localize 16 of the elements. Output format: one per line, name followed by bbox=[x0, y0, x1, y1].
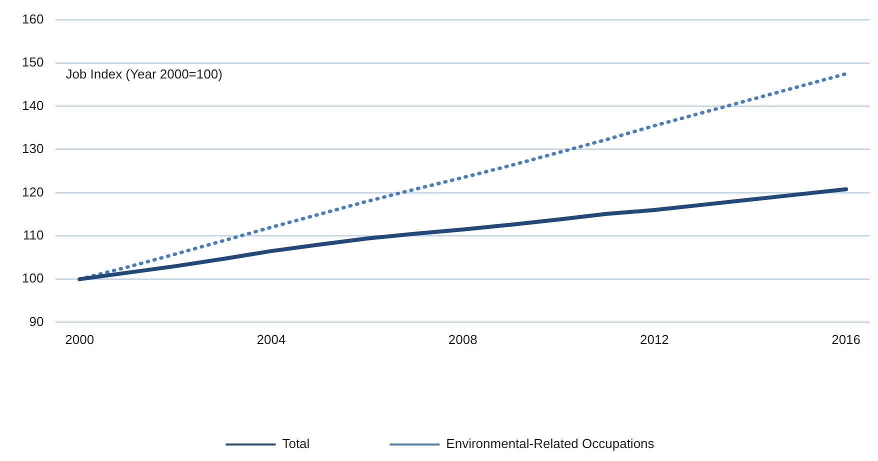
y-tick-label: 100 bbox=[22, 270, 44, 286]
legend-label: Environmental-Related Occupations bbox=[446, 436, 655, 452]
y-tick-label: 110 bbox=[22, 228, 44, 243]
x-tick-label: 2016 bbox=[832, 332, 861, 347]
annotation: Job Index (Year 2000=100) bbox=[66, 66, 222, 82]
x-tick-label: 2012 bbox=[640, 332, 669, 347]
legend-label: Total bbox=[282, 436, 310, 452]
y-tick-label: 160 bbox=[22, 11, 44, 26]
y-tick-label: 140 bbox=[22, 98, 44, 113]
y-tick-label: 130 bbox=[22, 141, 44, 156]
x-tick-label: 2004 bbox=[256, 332, 286, 347]
y-tick-label: 120 bbox=[22, 184, 44, 200]
x-tick-label: 2008 bbox=[448, 332, 478, 347]
y-tick-label: 150 bbox=[22, 54, 44, 70]
x-tick-label: 2000 bbox=[65, 332, 94, 347]
y-tick-label: 90 bbox=[29, 314, 44, 329]
